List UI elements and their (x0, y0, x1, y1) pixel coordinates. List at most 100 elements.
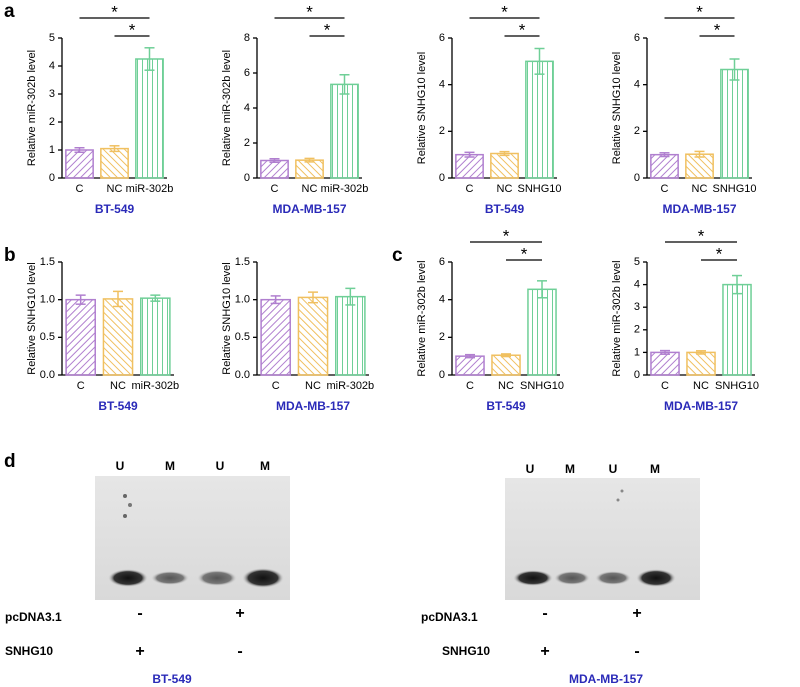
x-tick-label: C (77, 380, 85, 392)
y-tick-label: 4 (439, 294, 445, 306)
y-tick-label: 0.0 (40, 369, 55, 381)
y-tick-label: 0 (634, 172, 640, 184)
x-tick-label: miR-302b (131, 380, 179, 392)
panel-label: c (392, 245, 403, 266)
significance-star: * (111, 2, 118, 21)
x-axis-label: BT-549 (485, 202, 525, 216)
y-tick-label: 6 (634, 32, 640, 44)
lane-label: U (116, 459, 125, 473)
error-bar (74, 147, 85, 153)
y-tick-label: 4 (634, 279, 640, 291)
bar (455, 153, 484, 179)
error-bar (537, 280, 547, 299)
significance-star: * (324, 20, 331, 39)
significance-star: * (714, 20, 721, 39)
y-tick-label: 5 (49, 32, 55, 44)
error-bar (660, 349, 670, 355)
bar (525, 60, 554, 179)
x-tick-label: C (466, 183, 474, 195)
y-tick-label: 0.0 (235, 369, 250, 381)
y-tick-label: 0 (244, 172, 250, 184)
bar (686, 351, 716, 376)
sign: + (235, 605, 244, 622)
x-tick-label: C (661, 183, 669, 195)
y-axis-label: Relative miR-302b level (221, 50, 233, 166)
x-tick-label: SNHG10 (520, 380, 564, 392)
row-label: pcDNA3.1 (421, 610, 478, 624)
error-bar (696, 350, 706, 355)
error-bar (534, 47, 545, 75)
x-tick-label: NC (305, 380, 321, 392)
y-tick-label: 1.0 (235, 294, 250, 306)
panel-label: a (4, 1, 15, 22)
significance-star: * (503, 226, 510, 245)
sign: - (634, 643, 639, 660)
bar (135, 58, 164, 179)
significance-star: * (696, 2, 703, 21)
x-tick-label: C (661, 380, 669, 392)
y-tick-label: 1 (49, 144, 55, 156)
y-tick-label: 0.5 (40, 331, 55, 343)
error-bar (270, 295, 281, 305)
y-tick-label: 1.0 (40, 294, 55, 306)
lane-label: U (526, 462, 535, 476)
lane-label: M (165, 459, 175, 473)
error-bar (729, 58, 740, 81)
error-bar (304, 157, 315, 163)
y-tick-label: 2 (439, 125, 445, 137)
panel-label: d (4, 451, 16, 472)
y-tick-label: 2 (634, 125, 640, 137)
lane-label: U (609, 462, 618, 476)
y-axis-label: Relative SNHG10 level (611, 52, 623, 165)
x-tick-label: SNHG10 (715, 380, 759, 392)
y-tick-label: 1 (634, 346, 640, 358)
y-tick-label: 3 (49, 88, 55, 100)
lane-label: M (565, 462, 575, 476)
x-tick-label: miR-302b (321, 183, 369, 195)
y-tick-label: 2 (244, 137, 250, 149)
error-bar (109, 145, 120, 153)
significance-star: * (501, 2, 508, 21)
y-tick-label: 8 (244, 32, 250, 44)
y-tick-label: 2 (634, 324, 640, 336)
significance-star: * (521, 244, 528, 263)
lane-label: U (216, 459, 225, 473)
y-tick-label: 1.5 (235, 256, 250, 268)
y-tick-label: 4 (49, 60, 55, 72)
error-bar (465, 353, 475, 359)
bar (491, 354, 521, 376)
y-tick-label: 0 (439, 172, 445, 184)
y-tick-label: 6 (439, 32, 445, 44)
x-axis-label: MDA-MB-157 (662, 202, 736, 216)
y-axis-label: Relative miR-302b level (611, 260, 623, 376)
error-bar (464, 151, 475, 158)
bar (295, 159, 324, 179)
bar (65, 149, 94, 179)
significance-star: * (716, 244, 723, 263)
x-tick-label: NC (107, 183, 123, 195)
y-tick-label: 1.5 (40, 256, 55, 268)
error-bar (150, 294, 161, 302)
error-bar (345, 287, 356, 306)
bar (720, 68, 749, 179)
x-tick-label: C (76, 183, 84, 195)
row-label: SNHG10 (5, 644, 53, 658)
x-tick-label: miR-302b (126, 183, 174, 195)
x-axis-label: BT-549 (98, 399, 138, 413)
y-tick-label: 2 (49, 116, 55, 128)
sign: + (135, 643, 144, 660)
gel-image (95, 476, 290, 600)
sign: + (632, 605, 641, 622)
row-label: pcDNA3.1 (5, 610, 62, 624)
bar (490, 152, 519, 179)
x-tick-label: NC (302, 183, 318, 195)
significance-star: * (519, 20, 526, 39)
bar (260, 298, 291, 376)
y-tick-label: 0.5 (235, 331, 250, 343)
bar (65, 298, 96, 376)
y-tick-label: 0 (634, 369, 640, 381)
sign: - (237, 643, 242, 660)
y-axis-label: Relative SNHG10 level (416, 52, 428, 165)
error-bar (113, 290, 123, 308)
